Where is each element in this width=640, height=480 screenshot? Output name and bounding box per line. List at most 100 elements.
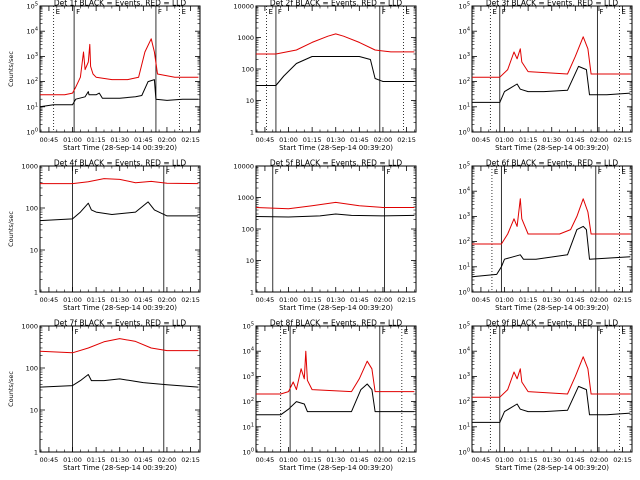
panel-title: Det 2f BLACK = Events, RED = LLD xyxy=(270,0,403,8)
panel-det-8f: 100 101 102 103 104 105 00:45 01:00 01:15 01:30 01… xyxy=(243,319,417,472)
series-line xyxy=(39,374,199,388)
series-line xyxy=(39,79,199,108)
x-tick-label: 01:45 xyxy=(350,296,369,304)
series-line xyxy=(256,56,415,86)
y-tick-label: 1 xyxy=(250,289,254,297)
y-axis-label: Counts/sec xyxy=(7,51,15,87)
x-tick-label: 02:00 xyxy=(158,456,177,464)
marker-label: E xyxy=(494,168,498,176)
y-tick-label: 102 xyxy=(459,77,470,86)
y-tick-label: 102 xyxy=(27,77,38,86)
x-tick-label: 02:15 xyxy=(613,136,632,144)
y-tick-label: 1000 xyxy=(21,323,38,331)
x-tick-label: 01:30 xyxy=(326,136,345,144)
x-tick-label: 01:30 xyxy=(326,296,345,304)
x-tick-label: 01:30 xyxy=(542,296,561,304)
marker-label: E xyxy=(268,8,272,16)
x-tick-label: 01:00 xyxy=(279,296,298,304)
series-line xyxy=(39,201,199,222)
y-tick-label: 100 xyxy=(459,288,470,297)
x-tick-label: 02:00 xyxy=(374,296,393,304)
x-tick-label: 01:15 xyxy=(87,456,106,464)
x-tick-label: 01:30 xyxy=(110,136,129,144)
x-tick-label: 01:15 xyxy=(303,456,322,464)
x-tick-label: 00:45 xyxy=(256,296,275,304)
marker-label: E xyxy=(492,328,496,336)
y-tick-label: 105 xyxy=(459,322,470,331)
panel-title: Det 9f BLACK = Events, RED = LLD xyxy=(486,319,619,328)
y-tick-label: 1000 xyxy=(237,34,254,42)
panel-det-5f: 1 10 100 1000 10000 00:45 01:00 01:15 01:30 01:45… xyxy=(233,159,417,312)
x-axis-label: Start Time (28-Sep-14 00:39:20) xyxy=(495,304,609,312)
y-tick-label: 1 xyxy=(250,129,254,137)
x-tick-label: 00:45 xyxy=(256,136,275,144)
y-tick-label: 100 xyxy=(27,128,38,137)
panel-det-3f: 100 101 102 103 104 105 00:45 01:00 01:15 01:30 01… xyxy=(459,0,633,152)
x-tick-label: 00:45 xyxy=(40,136,59,144)
y-tick-label: 10000 xyxy=(233,3,254,11)
x-tick-label: 02:15 xyxy=(613,456,632,464)
x-tick-label: 01:30 xyxy=(110,296,129,304)
y-tick-label: 105 xyxy=(27,2,38,11)
series-line xyxy=(255,201,415,210)
x-tick-label: 02:15 xyxy=(397,456,416,464)
y-tick-label: 103 xyxy=(459,372,470,381)
y-tick-label: 105 xyxy=(243,322,254,331)
panel-det-9f: 100 101 102 103 104 105 00:45 01:00 01:15 01:30 01… xyxy=(459,319,633,472)
series-line xyxy=(256,350,415,395)
marker-label: F xyxy=(292,328,296,336)
x-tick-label: 01:00 xyxy=(63,456,82,464)
x-tick-label: 01:00 xyxy=(63,296,82,304)
y-tick-label: 10000 xyxy=(233,163,254,171)
x-tick-label: 01:00 xyxy=(495,136,514,144)
marker-label: E xyxy=(621,168,625,176)
x-tick-label: 01:15 xyxy=(519,296,538,304)
y-tick-label: 103 xyxy=(459,52,470,61)
x-tick-label: 01:45 xyxy=(566,456,585,464)
x-axis-label: Start Time (28-Sep-14 00:39:20) xyxy=(279,144,393,152)
y-tick-label: 1 xyxy=(34,289,38,297)
y-tick-label: 102 xyxy=(459,397,470,406)
series-line xyxy=(39,338,199,354)
y-tick-label: 10 xyxy=(246,257,254,265)
x-tick-label: 01:30 xyxy=(542,456,561,464)
y-tick-label: 104 xyxy=(459,347,470,356)
y-axis-label: Counts/sec xyxy=(7,211,15,247)
panel-det-6f: 100 101 102 103 104 105 00:45 01:00 01:15 01:30 01… xyxy=(459,159,633,312)
x-tick-label: 01:45 xyxy=(134,456,153,464)
marker-label: E xyxy=(404,328,408,336)
y-tick-label: 103 xyxy=(27,52,38,61)
series-line xyxy=(472,36,631,78)
x-tick-label: 02:00 xyxy=(590,136,609,144)
marker-label: F xyxy=(275,168,279,176)
y-tick-label: 104 xyxy=(459,27,470,36)
plot-frame xyxy=(39,325,201,453)
x-tick-label: 02:00 xyxy=(374,136,393,144)
marker-label: F xyxy=(158,8,162,16)
marker-label: F xyxy=(76,8,80,16)
x-tick-label: 01:00 xyxy=(495,456,514,464)
y-tick-label: 100 xyxy=(242,226,254,234)
marker-label: F xyxy=(382,328,386,336)
y-tick-label: 10 xyxy=(30,407,38,415)
series-line xyxy=(472,198,631,245)
marker-label: F xyxy=(166,328,170,336)
x-tick-label: 02:00 xyxy=(590,296,609,304)
panel-title: Det 8f BLACK = Events, RED = LLD xyxy=(270,319,403,328)
x-axis-label: Start Time (28-Sep-14 00:39:20) xyxy=(495,464,609,472)
y-tick-label: 105 xyxy=(459,162,470,171)
marker-label: F xyxy=(502,8,506,16)
x-tick-label: 01:15 xyxy=(519,456,538,464)
marker-label: F xyxy=(382,8,386,16)
series-line xyxy=(472,356,631,398)
x-tick-label: 02:00 xyxy=(158,296,177,304)
x-tick-label: 00:45 xyxy=(472,296,491,304)
x-tick-label: 01:30 xyxy=(542,136,561,144)
x-tick-label: 00:45 xyxy=(472,136,491,144)
marker-label: F xyxy=(503,168,507,176)
x-tick-label: 01:45 xyxy=(134,296,153,304)
plot-frame xyxy=(255,5,417,133)
y-tick-label: 100 xyxy=(242,66,254,74)
panel-title: Det 1f BLACK = Events, RED = LLD xyxy=(54,0,187,8)
